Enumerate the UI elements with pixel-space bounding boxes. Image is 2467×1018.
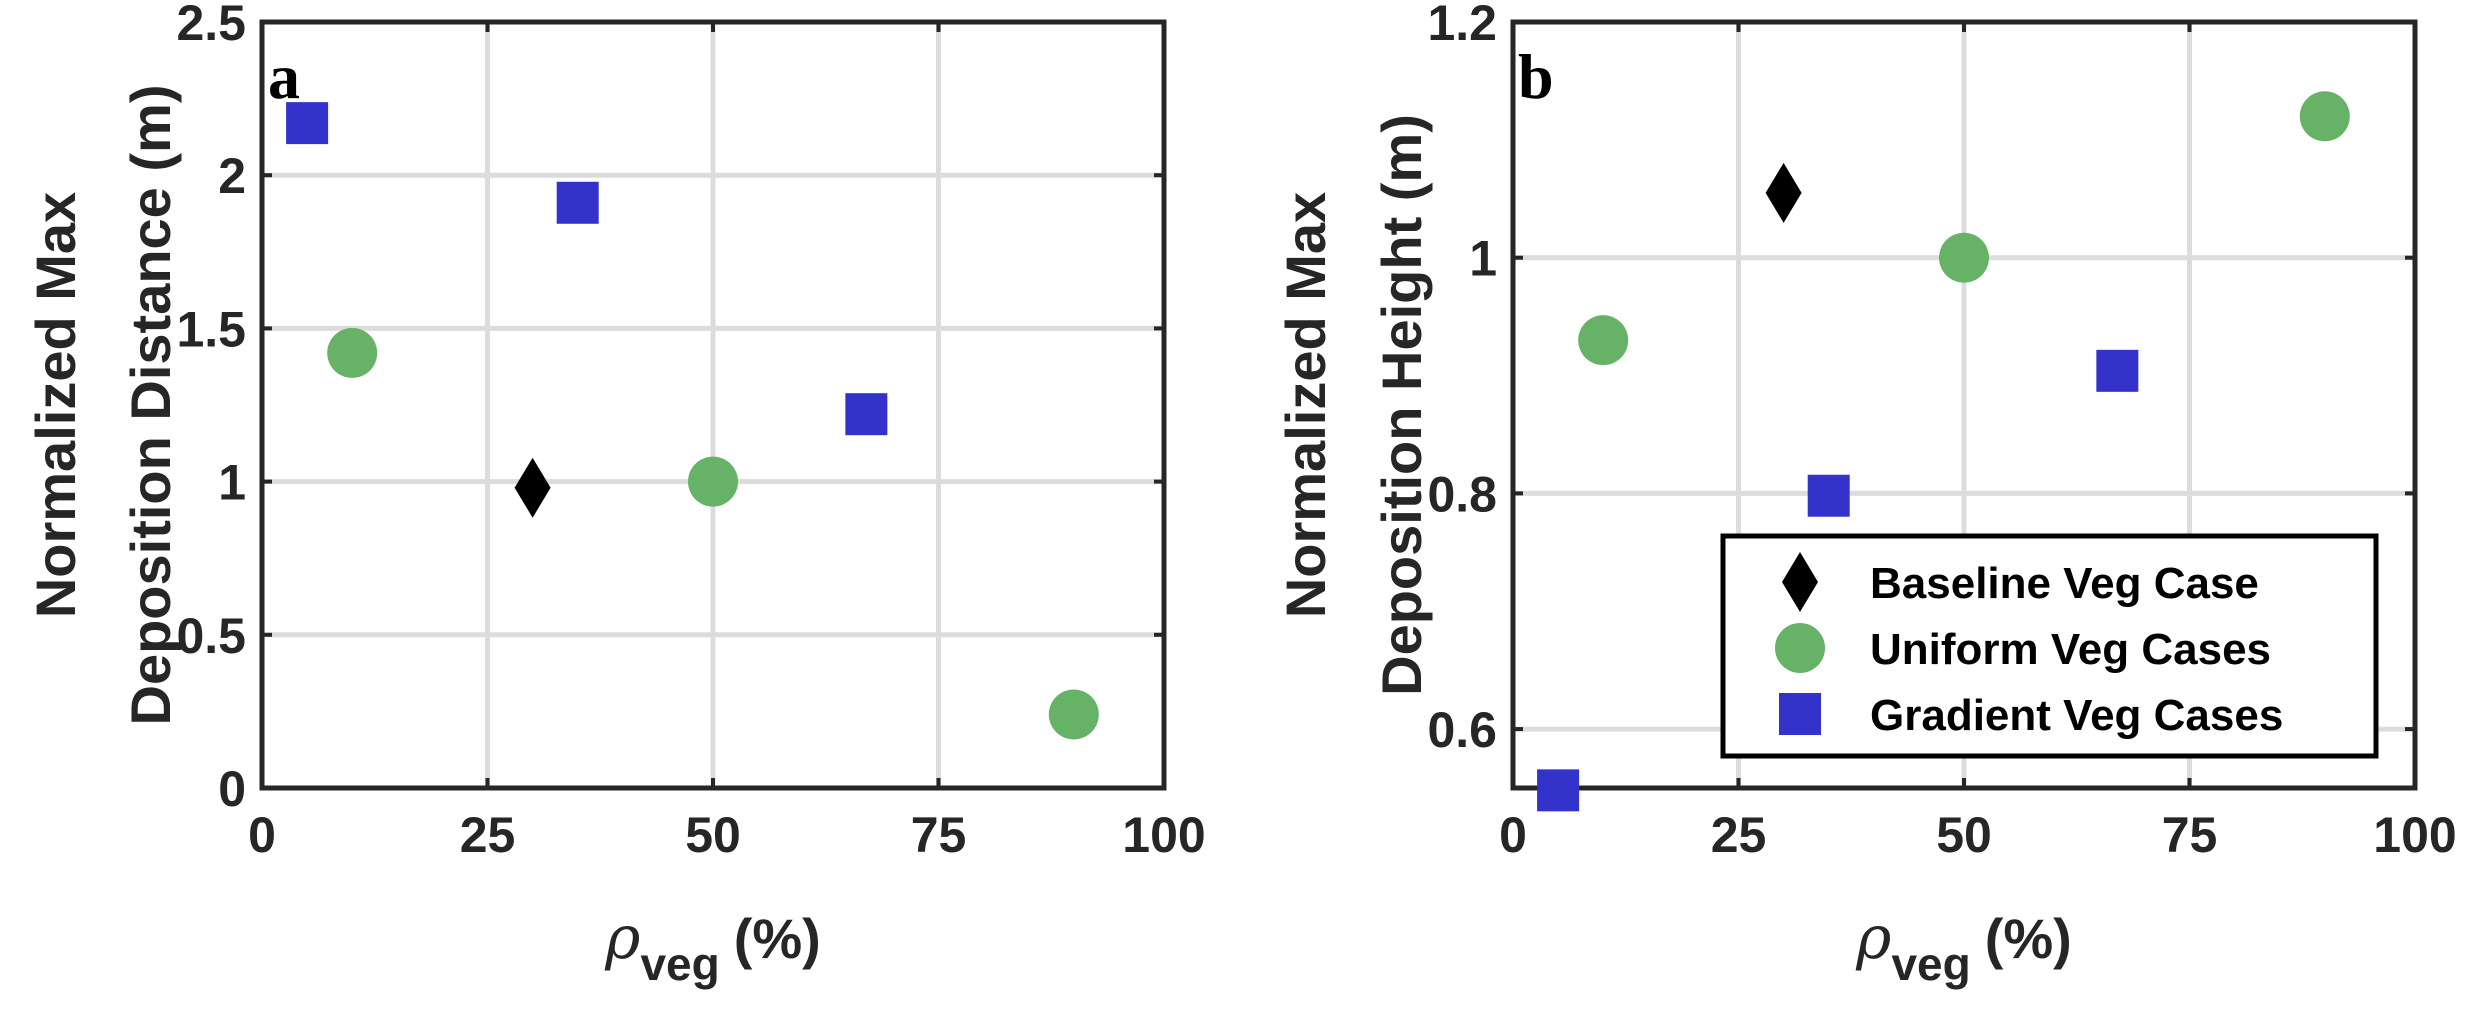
x-tick-label: 50 — [685, 807, 741, 863]
y-tick-label: 0 — [218, 761, 246, 817]
data-point-circle — [1578, 315, 1629, 366]
legend-marker-square — [1779, 693, 1821, 735]
y-tick-label: 0.8 — [1427, 466, 1497, 522]
x-tick-label: 100 — [2373, 807, 2456, 863]
x-axis-label-symbol: ρ — [604, 903, 640, 973]
legend-entry-label: Baseline Veg Case — [1870, 559, 2259, 608]
x-tick-label: 0 — [248, 807, 276, 863]
x-tick-label: 25 — [460, 807, 516, 863]
x-axis-label: ρveg (%) — [604, 903, 821, 990]
panel-label: b — [1518, 41, 1554, 112]
y-tick-label: 0.6 — [1427, 702, 1497, 758]
data-point-circle — [1939, 232, 1989, 283]
y-tick-label: 1 — [1469, 231, 1497, 287]
x-axis-label-symbol: ρ — [1855, 903, 1891, 973]
series-circle — [327, 327, 1099, 740]
chart-panel-b: 0 25 50 75 100 0.6 0.8 1 1.2 ρveg (%) Normalized Ma… — [1274, 0, 2457, 990]
x-tick-label: 0 — [1499, 807, 1527, 863]
y-axis-label-line: Normalized Max — [1274, 192, 1337, 618]
y-axis-label-line: Deposition Distance (m) — [119, 85, 182, 726]
series-diamond — [1765, 162, 1802, 223]
y-tick-label: 1.2 — [1427, 0, 1497, 51]
x-axis-label-unit: (%) — [734, 907, 821, 970]
data-point-square — [286, 102, 329, 145]
x-tick-label: 25 — [1711, 807, 1767, 863]
x-axis-label-unit: (%) — [1985, 907, 2072, 970]
legend-entry-label: Gradient Veg Cases — [1870, 691, 2283, 740]
x-tick-label: 75 — [911, 807, 967, 863]
data-point-square — [1537, 769, 1580, 812]
y-axis-label-line: Deposition Height (m) — [1370, 114, 1433, 696]
x-tick-label: 50 — [1936, 807, 1992, 863]
legend-marker-diamond — [1782, 552, 1818, 612]
y-tick-label: 0.5 — [176, 608, 246, 664]
x-tick-label: 75 — [2162, 807, 2218, 863]
x-axis-label-subscript: veg — [1891, 938, 1970, 990]
data-point-circle — [1048, 689, 1099, 740]
panel-label: a — [268, 41, 300, 112]
y-tick-label: 1.5 — [176, 301, 246, 357]
data-point-diamond — [514, 457, 551, 518]
x-axis-label: ρveg (%) — [1855, 903, 2072, 990]
series-diamond — [514, 457, 551, 518]
y-axis-label-line: Normalized Max — [24, 192, 87, 618]
chart-panel-a: 0 25 50 75 100 0 0.5 1 1.5 2 2.5 ρveg (%) Normalized … — [24, 0, 1206, 990]
data-point-circle — [688, 456, 738, 507]
legend: Baseline Veg Case Uniform Veg Cases Gradie… — [1720, 533, 2379, 759]
y-tick-label: 2 — [218, 148, 246, 204]
data-point-square — [556, 181, 599, 224]
data-point-square — [2096, 349, 2139, 392]
data-point-square — [1807, 474, 1850, 517]
legend-marker-circle — [1775, 623, 1825, 673]
data-point-square — [845, 393, 888, 436]
legend-box — [1720, 533, 2379, 759]
x-axis-label-subscript: veg — [640, 938, 719, 990]
data-point-diamond — [1765, 162, 1802, 223]
series-circle — [1578, 91, 2350, 366]
series-square — [286, 102, 888, 436]
data-point-circle — [327, 327, 378, 378]
y-tick-label: 2.5 — [176, 0, 246, 51]
y-tick-label: 1 — [218, 455, 246, 511]
data-point-circle — [2299, 91, 2350, 142]
legend-entry-label: Uniform Veg Cases — [1870, 625, 2271, 674]
series-square — [1537, 349, 2139, 812]
x-tick-label: 100 — [1122, 807, 1205, 863]
